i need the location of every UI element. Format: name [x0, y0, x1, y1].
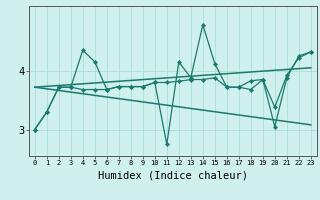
X-axis label: Humidex (Indice chaleur): Humidex (Indice chaleur): [98, 170, 248, 180]
